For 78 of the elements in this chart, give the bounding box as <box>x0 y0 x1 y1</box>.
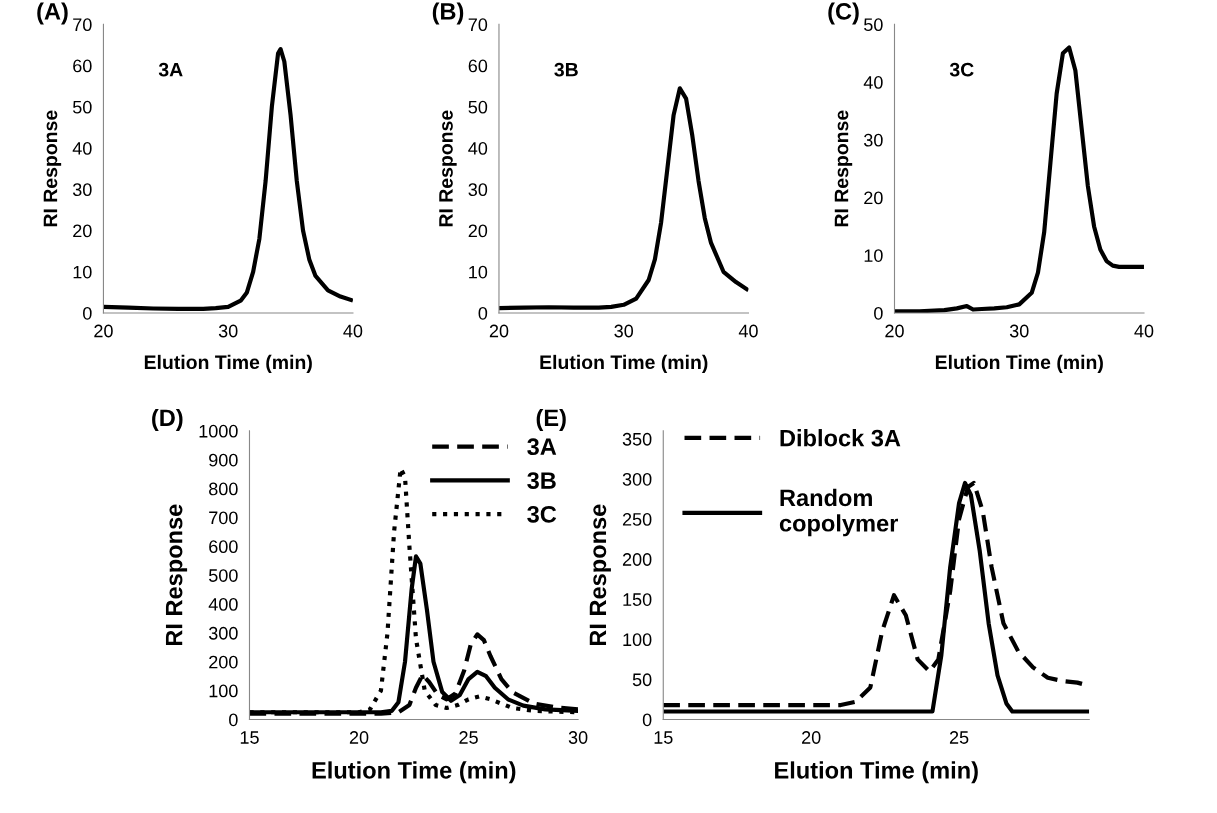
legend-label: 3B <box>527 472 556 489</box>
x-tick-label: 30 <box>568 731 588 744</box>
y-tick-label: 600 <box>209 540 238 554</box>
y-tick-label: 50 <box>468 100 488 114</box>
y-tick-label: 20 <box>468 224 488 238</box>
legend-label: 3C <box>527 505 557 523</box>
y-tick-label: 70 <box>73 18 92 32</box>
y-tick-label: 350 <box>622 432 652 446</box>
legend-label: Random copolymer <box>779 488 899 537</box>
y-tick-label: 1000 <box>199 424 238 438</box>
y-tick-label: 50 <box>72 100 92 114</box>
y-tick-label: 150 <box>623 593 652 606</box>
y-tick-label: 60 <box>468 59 488 73</box>
y-tick-label: 50 <box>864 18 883 32</box>
text: (B) <box>432 2 464 25</box>
legend-label: 3A <box>527 438 557 456</box>
y-axis-title: RI Response <box>43 110 62 227</box>
y-tick-label: 20 <box>73 224 92 238</box>
x-tick-label: 40 <box>738 324 758 338</box>
y-tick-label: 300 <box>622 472 652 486</box>
x-tick-label: 15 <box>240 731 259 744</box>
y-tick-label: 40 <box>863 76 883 89</box>
annotation: (E) <box>536 408 566 431</box>
y-tick-label: 200 <box>622 553 652 566</box>
x-axis-title: Elution Time (min) <box>312 761 516 784</box>
y-axis-title: RI Response <box>439 110 457 227</box>
x-axis-title: Elution Time (min) <box>935 354 1103 373</box>
y-tick-label: 30 <box>468 183 488 197</box>
y-tick-label: 70 <box>468 18 488 32</box>
y-tick-label: 30 <box>72 183 92 197</box>
x-tick-label: 40 <box>1134 324 1154 338</box>
y-tick-label: 100 <box>209 684 238 698</box>
y-tick-label: 40 <box>468 142 488 155</box>
y-tick-label: 500 <box>208 569 238 582</box>
x-tick-label: 40 <box>343 324 363 338</box>
x-tick-label: 20 <box>349 731 369 744</box>
y-tick-label: 900 <box>209 453 238 467</box>
x-tick-label: 25 <box>949 731 969 744</box>
y-tick-label: 300 <box>208 626 238 640</box>
x-axis-title: Elution Time (min) <box>775 761 978 784</box>
x-tick-label: 20 <box>94 324 113 338</box>
y-tick-label: 700 <box>209 511 238 525</box>
x-axis-title: Elution Time (min) <box>540 354 708 373</box>
y-tick-label: 400 <box>208 597 238 611</box>
text: (A) <box>37 2 68 25</box>
y-axis-title: RI Response <box>589 504 611 646</box>
x-tick-label: 20 <box>885 324 904 338</box>
y-tick-label: 40 <box>72 142 92 155</box>
y-tick-label: 50 <box>632 673 652 687</box>
x-tick-label: 30 <box>1009 324 1029 338</box>
y-tick-label: 10 <box>73 265 92 279</box>
y-tick-label: 200 <box>209 655 238 669</box>
text: (D) <box>152 408 183 431</box>
y-tick-label: 250 <box>622 513 652 526</box>
y-tick-label: 20 <box>864 191 883 205</box>
y-axis-title: RI Response <box>834 110 853 227</box>
x-tick-label: 20 <box>802 731 821 744</box>
annotation: 3B <box>554 62 578 77</box>
y-tick-label: 0 <box>478 306 488 320</box>
x-axis-title: Elution Time (min) <box>144 354 312 373</box>
text: (C) <box>828 2 859 25</box>
annotation: 3C <box>949 62 974 77</box>
y-tick-label: 800 <box>209 482 238 496</box>
x-tick-label: 15 <box>654 731 673 744</box>
y-tick-label: 10 <box>864 249 883 262</box>
y-tick-label: 60 <box>73 59 92 73</box>
y-tick-label: 10 <box>469 265 488 279</box>
y-axis-title: RI Response <box>165 504 188 646</box>
legend-label: Diblock 3A <box>780 429 901 447</box>
y-tick-label: 0 <box>874 306 883 320</box>
x-tick-label: 20 <box>489 324 509 338</box>
y-tick-label: 0 <box>83 306 92 320</box>
annotation: 3A <box>158 62 183 77</box>
y-tick-label: 0 <box>642 713 652 727</box>
x-tick-label: 25 <box>459 731 478 744</box>
y-tick-label: 0 <box>229 713 238 727</box>
y-tick-label: 100 <box>623 633 652 647</box>
y-tick-label: 30 <box>863 133 883 147</box>
